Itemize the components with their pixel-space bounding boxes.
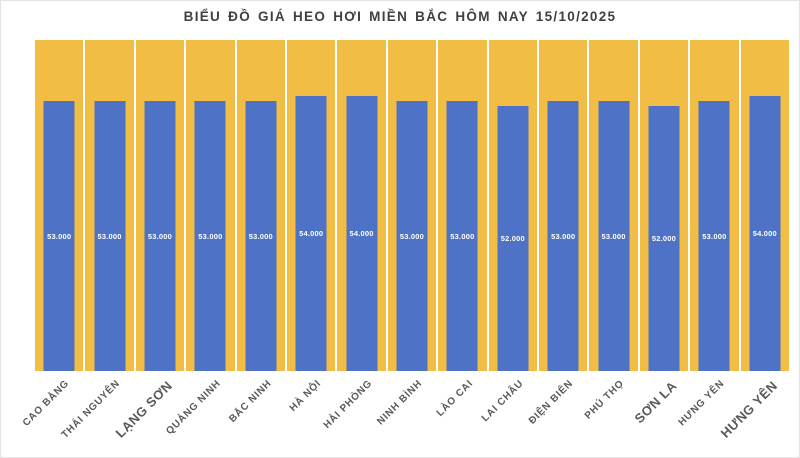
x-axis-label: NINH BÌNH	[375, 378, 425, 428]
price-bar: 53.000	[598, 101, 630, 371]
category-column: 53.000	[387, 40, 437, 371]
value-label: 54.000	[299, 229, 324, 238]
price-bar: 53.000	[94, 101, 126, 371]
category-column: 53.000	[135, 40, 185, 371]
price-bar: 52.000	[497, 106, 529, 371]
value-label: 52.000	[500, 234, 525, 243]
value-label: 53.000	[551, 231, 576, 241]
price-bar: 53.000	[698, 101, 730, 371]
value-label: 53.000	[702, 231, 727, 241]
x-axis-label: HƯNG YÊN	[676, 378, 728, 429]
category-column: 54.000	[336, 40, 386, 371]
value-label: 52.000	[651, 234, 677, 243]
x-axis-label: ĐIỆN BIÊN	[527, 378, 576, 427]
category-column: 53.000	[185, 40, 235, 371]
value-label: 53.000	[248, 231, 273, 241]
price-bar: 54.000	[346, 96, 378, 371]
value-label: 53.000	[147, 231, 173, 241]
price-bar: 54.000	[749, 96, 781, 371]
x-axis-label: SƠN LA	[631, 378, 680, 427]
price-bar: 53.000	[547, 101, 579, 371]
category-column: 53.000	[689, 40, 739, 371]
x-axis-label: HƯNG YÊN	[717, 378, 781, 441]
category-column: 52.000	[639, 40, 689, 371]
x-axis-label: LAI CHÂU	[479, 378, 526, 425]
price-bar: 52.000	[648, 106, 680, 371]
category-column: 53.000	[437, 40, 487, 371]
value-label: 53.000	[450, 231, 475, 241]
category-column: 53.000	[538, 40, 588, 371]
value-label: 53.000	[198, 231, 223, 241]
price-bar: 53.000	[194, 101, 226, 371]
category-column: 54.000	[740, 40, 790, 371]
x-axis-label: CAO BẰNG	[21, 378, 72, 429]
x-axis-label: PHÚ THỌ	[582, 378, 627, 422]
category-column: 53.000	[588, 40, 638, 371]
price-bar: 53.000	[144, 101, 176, 371]
chart-title: BIỂU ĐỒ GIÁ HEO HƠI MIỀN BẮC HÔM NAY 15/…	[183, 9, 617, 24]
price-bar: 54.000	[295, 96, 327, 371]
price-bar: 53.000	[245, 101, 277, 371]
x-axis-label: HẢI PHÒNG	[321, 378, 375, 431]
price-bar: 53.000	[396, 101, 428, 371]
x-axis-label: HÀ NỘI	[288, 378, 324, 414]
price-bar: 53.000	[43, 101, 75, 371]
value-label: 54.000	[752, 229, 777, 238]
category-column: 52.000	[488, 40, 538, 371]
category-column: 53.000	[236, 40, 286, 371]
x-axis-label: BẮC NINH	[226, 378, 274, 425]
price-bar: 53.000	[446, 101, 478, 371]
x-axis-label: LÀO CAI	[434, 378, 476, 419]
category-column: 53.000	[34, 40, 84, 371]
category-column: 54.000	[286, 40, 336, 371]
value-label: 53.000	[601, 231, 626, 241]
category-column: 53.000	[84, 40, 134, 371]
value-label: 53.000	[47, 231, 72, 241]
value-label: 54.000	[349, 229, 374, 238]
value-label: 53.000	[399, 231, 425, 241]
value-label: 53.000	[97, 231, 122, 241]
